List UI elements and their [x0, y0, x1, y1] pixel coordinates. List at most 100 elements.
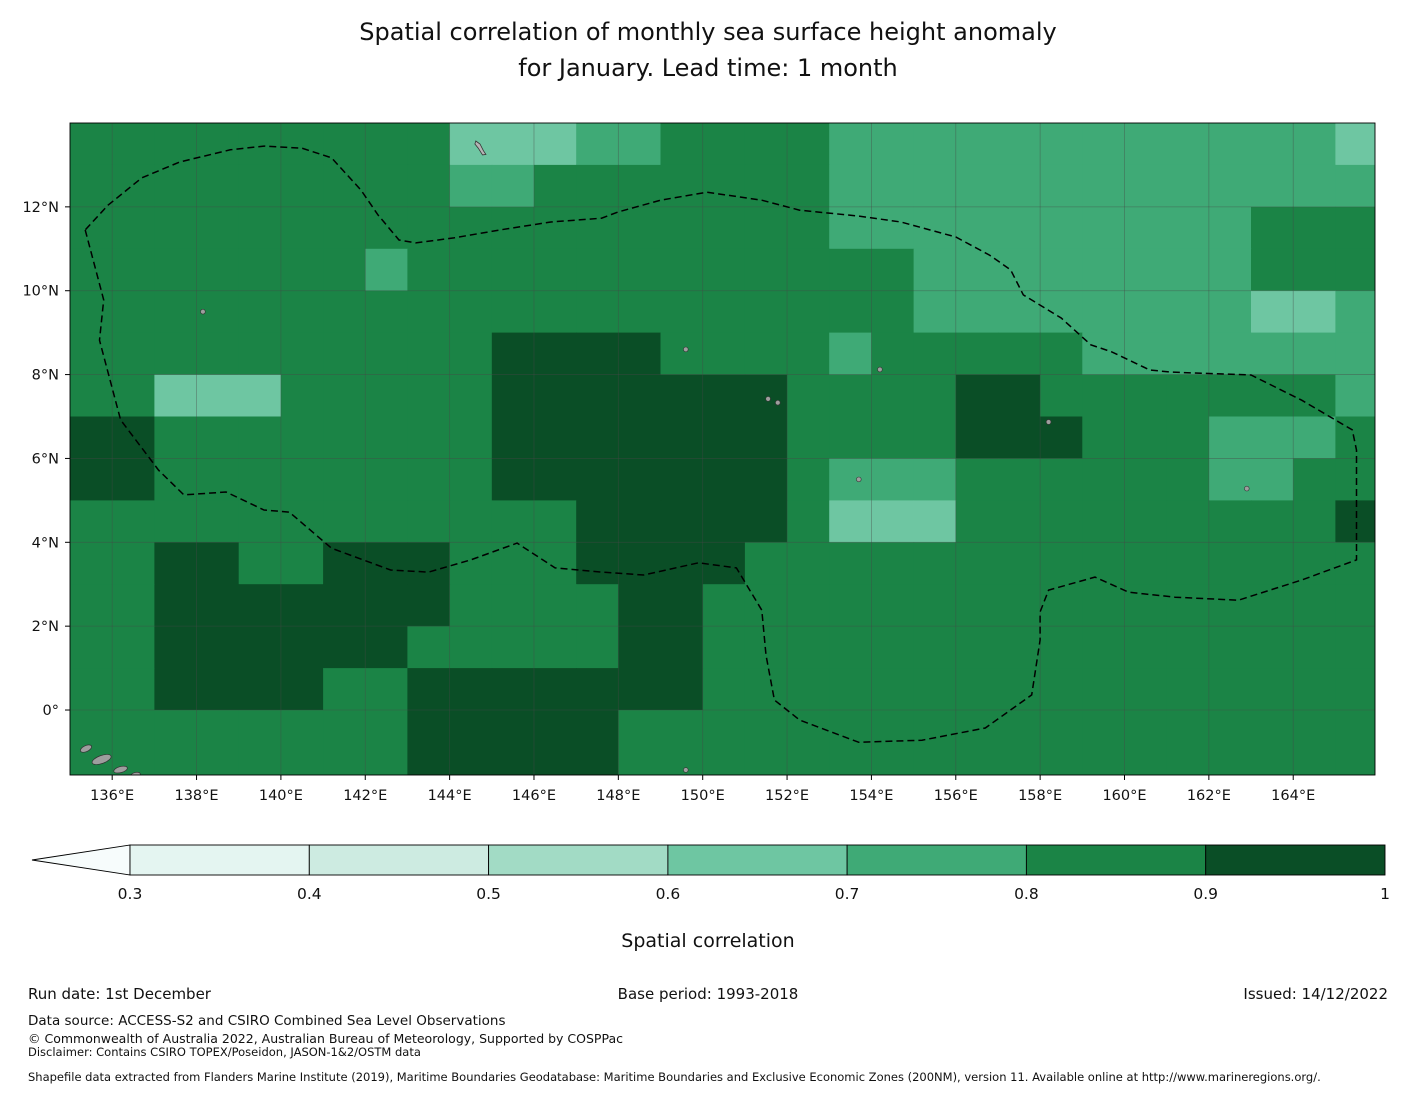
heatmap-cell — [154, 668, 198, 711]
heatmap-cell — [871, 290, 915, 334]
heatmap-cell — [280, 500, 324, 543]
heatmap-cell — [1166, 668, 1210, 711]
heatmap-cell — [1251, 332, 1294, 376]
heatmap-cell — [534, 332, 577, 376]
heatmap-cell — [702, 164, 746, 208]
heatmap-cell — [913, 374, 957, 418]
heatmap-cell — [1082, 668, 1126, 711]
heatmap-cell — [449, 626, 493, 669]
heatmap-cell — [871, 626, 915, 669]
heatmap-cell — [660, 668, 704, 711]
heatmap-cell — [787, 752, 830, 775]
colorbar-label: Spatial correlation — [621, 930, 795, 952]
heatmap-cell — [998, 752, 1041, 775]
x-axis-tick-labels: 136°E 138°E 140°E 142°E 144°E 146°E 148°E 150°E… — [90, 775, 1315, 804]
heatmap-cell — [70, 668, 113, 711]
heatmap-cell — [407, 626, 451, 669]
heatmap-cell — [1293, 626, 1336, 669]
heatmap-cell — [1208, 626, 1252, 669]
heatmap-cell — [618, 332, 662, 376]
heatmap-cell — [238, 542, 282, 585]
heatmap-cell — [787, 332, 830, 376]
y-tick-label: 8°N — [32, 368, 59, 384]
heatmap-cell — [323, 500, 366, 543]
heatmap-cell — [1166, 416, 1210, 459]
heatmap-cell — [1335, 584, 1375, 627]
heatmap-cell — [534, 374, 577, 418]
heatmap-cell — [491, 752, 535, 775]
heatmap-cell — [323, 332, 366, 376]
heatmap-cell — [660, 164, 704, 208]
heatmap-cell — [576, 332, 619, 376]
heatmap-cell — [1293, 542, 1336, 585]
heatmap-cell — [1251, 710, 1294, 753]
heatmap-cell — [1208, 332, 1252, 376]
shapefile-text: Shapefile data extracted from Flanders M… — [28, 1070, 1321, 1084]
heatmap-cell — [913, 123, 957, 166]
heatmap-cell — [618, 458, 662, 501]
heatmap-cell — [955, 668, 999, 711]
heatmap-cell — [618, 290, 662, 334]
heatmap-cell — [1082, 710, 1126, 753]
heatmap-cell — [1335, 500, 1375, 543]
island-dot — [877, 366, 883, 373]
heatmap-cell — [576, 668, 619, 711]
heatmap-cell — [913, 206, 957, 250]
heatmap-cell — [744, 332, 788, 376]
heatmap-cell — [1124, 710, 1168, 753]
heatmap-cell — [1251, 584, 1294, 627]
heatmap-cell — [618, 668, 662, 711]
heatmap-cell — [1208, 374, 1252, 418]
heatmap-cell — [154, 374, 198, 418]
y-tick-label: 4°N — [32, 535, 59, 551]
colorbar-under-arrow — [31, 844, 131, 876]
heatmap-cell — [1335, 458, 1375, 501]
heatmap-cell — [1082, 458, 1126, 501]
heatmap-cell — [1082, 206, 1126, 250]
heatmap-cell — [618, 206, 662, 250]
island-dot — [775, 400, 781, 406]
heatmap-cell — [1040, 164, 1083, 208]
heatmap-cell — [744, 164, 788, 208]
chart-title: Spatial correlation of monthly sea surfa… — [0, 14, 1416, 86]
heatmap-cell — [238, 248, 282, 292]
heatmap-cell — [1082, 584, 1126, 627]
heatmap-cell — [871, 248, 915, 292]
heatmap-cell — [70, 290, 113, 334]
heatmap-cell — [70, 206, 113, 250]
x-tick-label: 142°E — [343, 788, 387, 804]
heatmap-cell — [449, 710, 493, 753]
heatmap-cell — [618, 248, 662, 292]
heatmap-cell — [70, 542, 113, 585]
heatmap-cell — [112, 164, 155, 208]
heatmap-cell — [280, 248, 324, 292]
heatmap-cell — [998, 248, 1041, 292]
heatmap-cell — [407, 710, 451, 753]
heatmap-cell — [491, 458, 535, 501]
heatmap-cell — [576, 542, 619, 585]
heatmap-cell — [365, 542, 409, 585]
colorbar: 0.3 0.4 0.5 0.6 0.7 0.8 0.9 1 — [31, 844, 1390, 903]
heatmap-cell — [1040, 752, 1083, 775]
heatmap-cell — [196, 416, 240, 459]
colorbar-tick-label: 1 — [1380, 885, 1390, 903]
heatmap-cell — [1124, 248, 1168, 292]
heatmap-cell — [1082, 123, 1126, 166]
heatmap-cell — [955, 374, 999, 418]
heatmap-cell — [112, 500, 155, 543]
heatmap-cell — [1082, 416, 1126, 459]
heatmap-cell — [1040, 290, 1083, 334]
heatmap-cell — [238, 584, 282, 627]
heatmap-cell — [998, 458, 1041, 501]
heatmap-cell — [70, 500, 113, 543]
heatmap-cell — [1082, 542, 1126, 585]
heatmap-cell — [323, 584, 366, 627]
island-dot — [683, 346, 689, 353]
colorbar-segment — [1205, 844, 1386, 876]
heatmap-cell — [787, 248, 830, 292]
heatmap-cell — [280, 123, 324, 166]
heatmap-cell — [365, 374, 409, 418]
heatmap-cell — [1335, 332, 1375, 376]
heatmap-cell — [323, 458, 366, 501]
heatmap-cell — [112, 584, 155, 627]
